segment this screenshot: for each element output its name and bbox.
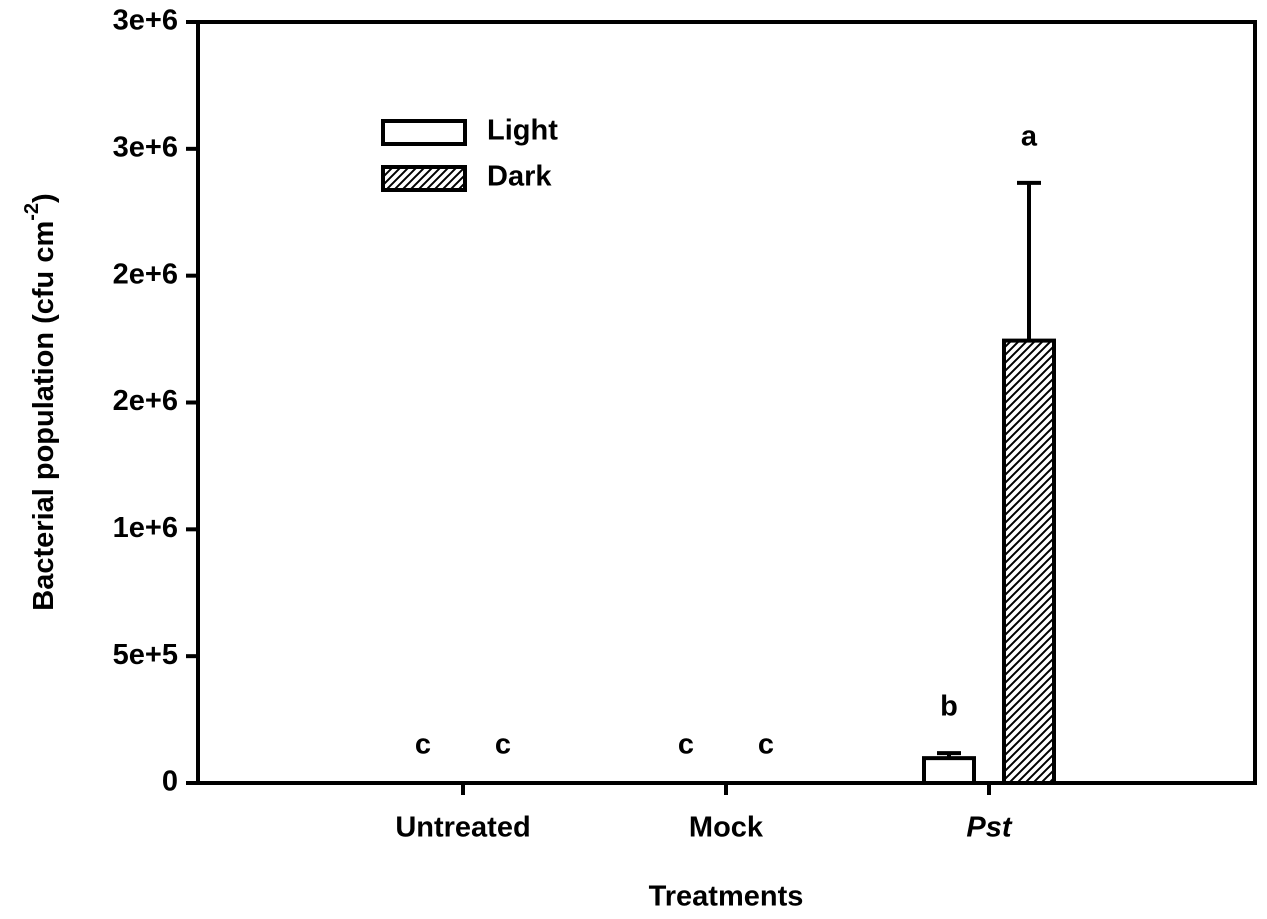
significance-letter: c (678, 729, 694, 761)
y-label-close: ) (28, 193, 60, 203)
significance-letter: a (1021, 120, 1038, 152)
bar (922, 756, 976, 786)
bar (1002, 338, 1056, 785)
y-tick-label: 5e+5 (113, 639, 178, 671)
x-axis-label: Treatments (649, 881, 804, 913)
y-label-text: Bacterial population (cfu cm (28, 221, 60, 611)
x-tick-label: Pst (966, 812, 1012, 844)
significance-letter: c (495, 729, 511, 761)
y-tick-label: 2e+6 (113, 258, 178, 290)
legend-label: Dark (487, 161, 552, 193)
significance-letter: b (940, 691, 958, 723)
legend-label: Light (487, 115, 558, 147)
y-tick-label: 3e+6 (113, 5, 178, 37)
y-tick-label: 3e+6 (113, 131, 178, 163)
legend-swatch (381, 119, 467, 146)
y-tick-label: 2e+6 (113, 385, 178, 417)
significance-letter: c (415, 729, 431, 761)
plot-frame (196, 20, 1257, 785)
y-tick-label: 1e+6 (113, 512, 178, 544)
x-tick-label: Mock (689, 812, 764, 844)
x-tick-label: Untreated (395, 812, 530, 844)
legend-swatch (381, 165, 467, 192)
y-axis-label: Bacterial population (cfu cm-2) (21, 193, 59, 610)
y-label-sup: -2 (21, 203, 43, 221)
significance-letter: c (758, 729, 774, 761)
y-tick-label: 0 (162, 766, 178, 798)
